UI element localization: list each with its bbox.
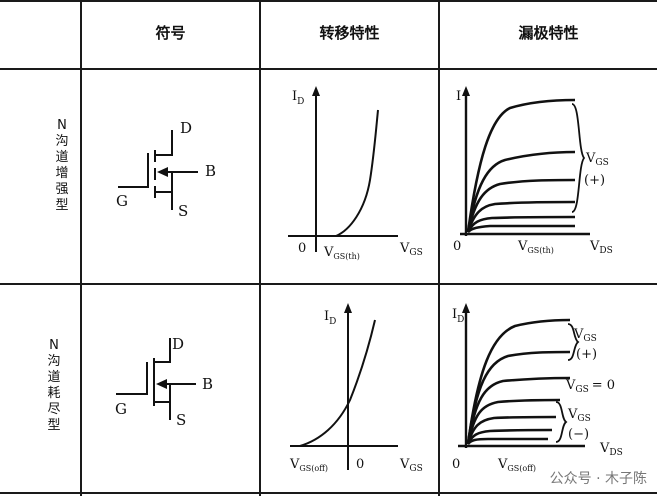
y-axis-label: ID xyxy=(452,307,464,325)
vgs-zero-label: VGS = 0 xyxy=(565,378,615,395)
x-axis-label: VDS xyxy=(599,441,623,458)
header-output-characteristic: 漏极特性 xyxy=(518,24,579,42)
y-axis-label: ID xyxy=(324,309,336,327)
vgs-positive-bracket xyxy=(567,323,580,361)
row-label-char: 沟 xyxy=(55,134,69,149)
row-label-char: 型 xyxy=(47,418,61,433)
output-curve xyxy=(466,376,571,445)
origin-label: 0 xyxy=(452,457,460,472)
vgs-negative-bracket xyxy=(555,401,568,443)
vgs-label: VGS xyxy=(585,151,609,168)
row-label-char: 强 xyxy=(55,182,69,197)
header-symbol: 符号 xyxy=(155,24,186,42)
col-divider-2 xyxy=(259,0,261,496)
gate-lead xyxy=(118,153,149,188)
output-curve xyxy=(466,318,571,445)
origin-label: 0 xyxy=(356,457,364,472)
row-label-depletion: N 沟 道 耗 尽 型 xyxy=(44,338,64,434)
y-axis-arrow-icon xyxy=(462,303,470,313)
y-axis-label: ID xyxy=(292,89,304,107)
gate-label: G xyxy=(116,192,128,210)
vgs-positive-sign: (+) xyxy=(576,347,597,362)
gate-lead xyxy=(116,362,148,395)
x-axis-label: VDS xyxy=(589,239,613,256)
source-label: S xyxy=(176,411,186,429)
threshold-voltage-mark: VGS(th) xyxy=(517,239,554,255)
row-label-enhancement: N 沟 道 增 强 型 xyxy=(52,118,72,214)
row-label-char: N xyxy=(49,338,59,353)
body-label: B xyxy=(205,162,216,180)
row-label-char: N xyxy=(57,118,67,133)
row-label-char: 尽 xyxy=(47,402,61,417)
y-axis-arrow-icon xyxy=(462,86,470,96)
output-curve xyxy=(467,224,575,233)
body-arrow-icon xyxy=(157,167,168,177)
header-divider xyxy=(0,68,657,70)
drain-label: D xyxy=(180,119,192,137)
x-axis-label: VGS xyxy=(399,241,423,258)
source-label: S xyxy=(178,202,188,220)
table-top-border xyxy=(0,0,657,2)
transfer-curve xyxy=(299,319,376,447)
vgs-bracket xyxy=(571,103,586,213)
pinchoff-voltage-mark: VGS(off) xyxy=(497,457,536,473)
output-curve xyxy=(466,428,553,445)
output-curve xyxy=(466,215,576,233)
pinchoff-voltage-label: VGS(off) xyxy=(289,457,328,473)
row-label-char: 沟 xyxy=(47,354,61,369)
x-axis-label: VGS xyxy=(399,457,423,474)
row-label-char: 道 xyxy=(47,370,61,385)
gate-label: G xyxy=(115,400,127,418)
row-label-char: 型 xyxy=(55,198,69,213)
origin-label: 0 xyxy=(453,239,461,254)
output-curve xyxy=(466,350,571,445)
output-curve xyxy=(466,398,561,445)
transfer-curve xyxy=(335,109,379,237)
vgs-sign-label: (+) xyxy=(584,173,605,188)
drain-lead xyxy=(155,130,173,156)
vgs-negative-label: VGS xyxy=(567,407,591,424)
threshold-voltage-label: VGS(th) xyxy=(323,245,360,261)
y-axis-arrow-icon xyxy=(312,86,320,96)
col-divider-1 xyxy=(80,0,82,496)
drain-lead xyxy=(154,338,171,363)
row-label-char: 道 xyxy=(55,150,69,165)
row-label-char: 增 xyxy=(55,166,69,181)
row-label-char: 耗 xyxy=(47,386,61,401)
y-axis-arrow-icon xyxy=(344,303,352,313)
row-divider xyxy=(0,283,657,285)
drain-label: D xyxy=(172,335,184,353)
body-label: B xyxy=(202,375,213,393)
col-divider-3 xyxy=(438,0,440,496)
watermark: 公众号 · 木子陈 xyxy=(549,471,647,487)
output-curve xyxy=(466,437,548,445)
output-curve xyxy=(466,200,576,233)
origin-label: 0 xyxy=(298,241,306,256)
vgs-negative-sign: (−) xyxy=(568,427,589,442)
body-arrow-icon xyxy=(156,379,167,389)
header-transfer-characteristic: 转移特性 xyxy=(319,24,380,42)
output-curve xyxy=(466,178,576,233)
output-curve xyxy=(466,98,576,233)
output-curve xyxy=(466,415,557,445)
vgs-positive-label: VGS xyxy=(573,327,597,344)
y-axis-label: I xyxy=(456,89,461,104)
output-curve xyxy=(466,150,576,233)
table-bottom-border xyxy=(0,492,657,494)
